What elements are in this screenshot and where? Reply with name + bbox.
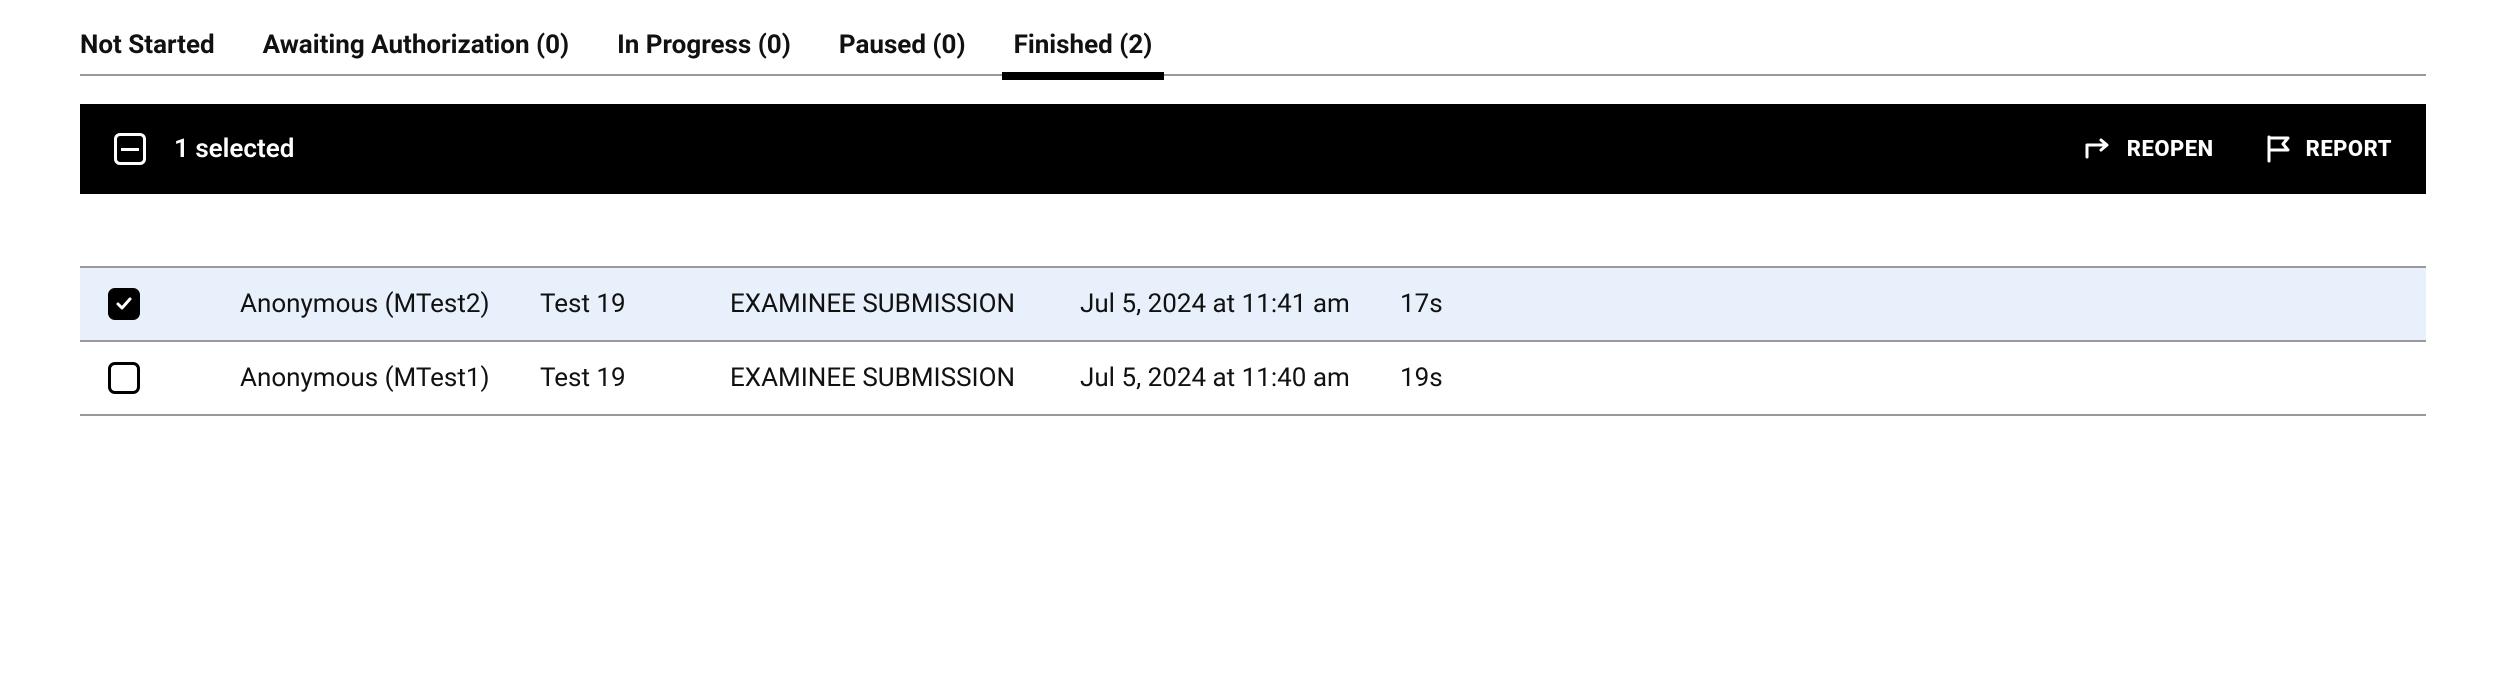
table-row[interactable]: Anonymous (MTest1) Test 19 EXAMINEE SUBM… xyxy=(80,342,2426,416)
row-duration: 19s xyxy=(1400,363,1600,393)
indeterminate-dash-icon xyxy=(121,148,139,151)
selection-action-bar: 1 selected REOPEN REP xyxy=(80,104,2426,194)
tab-in-progress[interactable]: In Progress (0) xyxy=(617,30,791,60)
selected-count-label: 1 selected xyxy=(174,134,294,164)
select-all-checkbox-indeterminate[interactable] xyxy=(114,133,146,165)
row-checkbox[interactable] xyxy=(108,362,140,394)
tab-not-started[interactable]: Not Started xyxy=(80,30,215,60)
tabs-bar: Not Started Awaiting Authorization (0) I… xyxy=(80,30,2426,76)
reopen-button[interactable]: REOPEN xyxy=(2085,137,2214,162)
row-status: EXAMINEE SUBMISSION xyxy=(730,363,1080,393)
row-name: Anonymous (MTest2) xyxy=(240,289,540,319)
table-row[interactable]: Anonymous (MTest2) Test 19 EXAMINEE SUBM… xyxy=(80,268,2426,342)
tab-finished[interactable]: Finished (2) xyxy=(1014,30,1153,60)
tab-awaiting-authorization[interactable]: Awaiting Authorization (0) xyxy=(263,30,570,60)
row-timestamp: Jul 5, 2024 at 11:41 am xyxy=(1080,289,1400,319)
results-table: Anonymous (MTest2) Test 19 EXAMINEE SUBM… xyxy=(80,266,2426,416)
tab-paused[interactable]: Paused (0) xyxy=(839,30,966,60)
reopen-label: REOPEN xyxy=(2127,137,2214,162)
reopen-arrow-icon xyxy=(2085,137,2113,161)
row-timestamp: Jul 5, 2024 at 11:40 am xyxy=(1080,363,1400,393)
report-flag-icon xyxy=(2266,135,2292,163)
row-test: Test 19 xyxy=(540,289,730,319)
row-test: Test 19 xyxy=(540,363,730,393)
report-button[interactable]: REPORT xyxy=(2266,135,2392,163)
row-duration: 17s xyxy=(1400,289,1600,319)
row-name: Anonymous (MTest1) xyxy=(240,363,540,393)
row-status: EXAMINEE SUBMISSION xyxy=(730,289,1080,319)
row-checkbox[interactable] xyxy=(108,288,140,320)
report-label: REPORT xyxy=(2306,137,2392,162)
